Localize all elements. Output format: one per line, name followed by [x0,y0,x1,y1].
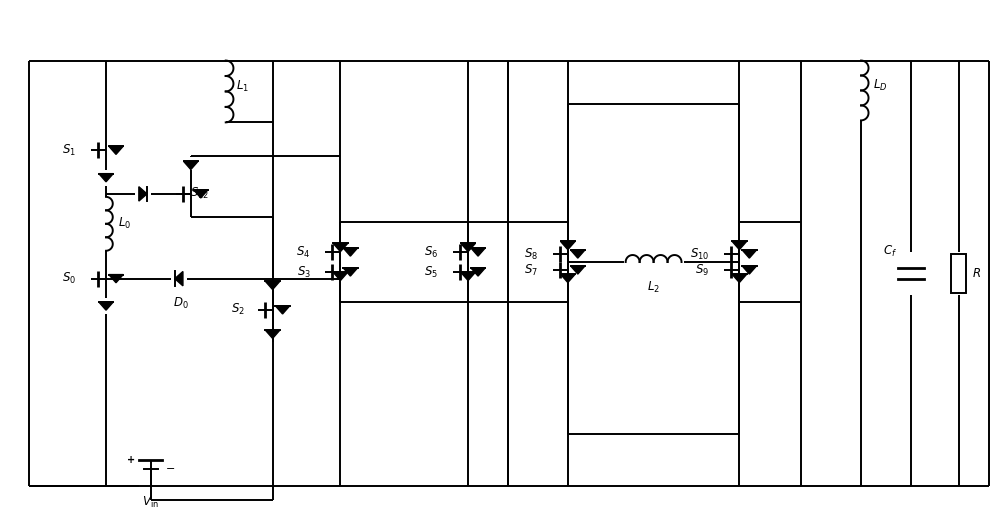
Polygon shape [461,244,475,252]
Text: $S_0$: $S_0$ [62,271,76,286]
Polygon shape [561,275,575,282]
Text: $L_1$: $L_1$ [236,79,249,94]
Polygon shape [109,146,123,154]
Polygon shape [99,173,113,182]
Text: +: + [127,455,136,466]
Text: $S_4$: $S_4$ [296,245,310,260]
Polygon shape [742,266,757,274]
Text: $S_5$: $S_5$ [424,264,438,279]
Polygon shape [265,281,280,289]
Text: $D_0$: $D_0$ [173,296,189,311]
Polygon shape [571,266,585,274]
Text: $S_{12}$: $S_{12}$ [190,186,209,202]
Text: $L_D$: $L_D$ [873,78,888,93]
Polygon shape [343,248,358,256]
Polygon shape [109,275,123,282]
Text: $S_9$: $S_9$ [695,262,709,278]
Text: −: − [166,464,175,473]
Text: $C_f$: $C_f$ [883,244,897,259]
Polygon shape [561,242,575,250]
Polygon shape [139,187,147,201]
Bar [951,254,966,294]
Polygon shape [99,302,113,310]
Polygon shape [333,244,348,252]
Text: $S_3$: $S_3$ [297,264,310,279]
Text: $R$: $R$ [972,267,981,280]
Polygon shape [184,161,198,170]
Text: $V_{\mathrm{in}}$: $V_{\mathrm{in}}$ [142,494,159,510]
Polygon shape [265,330,280,338]
Polygon shape [742,250,757,258]
Text: $S_6$: $S_6$ [424,245,438,260]
Polygon shape [343,268,358,276]
Polygon shape [333,272,348,280]
Polygon shape [471,248,485,256]
Polygon shape [461,272,475,280]
Polygon shape [175,271,183,286]
Polygon shape [471,268,485,276]
Text: $L_0$: $L_0$ [118,217,131,231]
Text: $S_1$: $S_1$ [62,143,76,158]
Text: $S_2$: $S_2$ [231,302,245,318]
Polygon shape [571,250,585,258]
Text: $S_{10}$: $S_{10}$ [690,246,709,262]
Polygon shape [732,242,747,250]
Text: $S_7$: $S_7$ [524,262,538,278]
Polygon shape [194,190,208,198]
Polygon shape [732,275,747,282]
Polygon shape [275,306,290,314]
Text: $S_8$: $S_8$ [524,246,538,262]
Text: $L_2$: $L_2$ [647,280,660,295]
